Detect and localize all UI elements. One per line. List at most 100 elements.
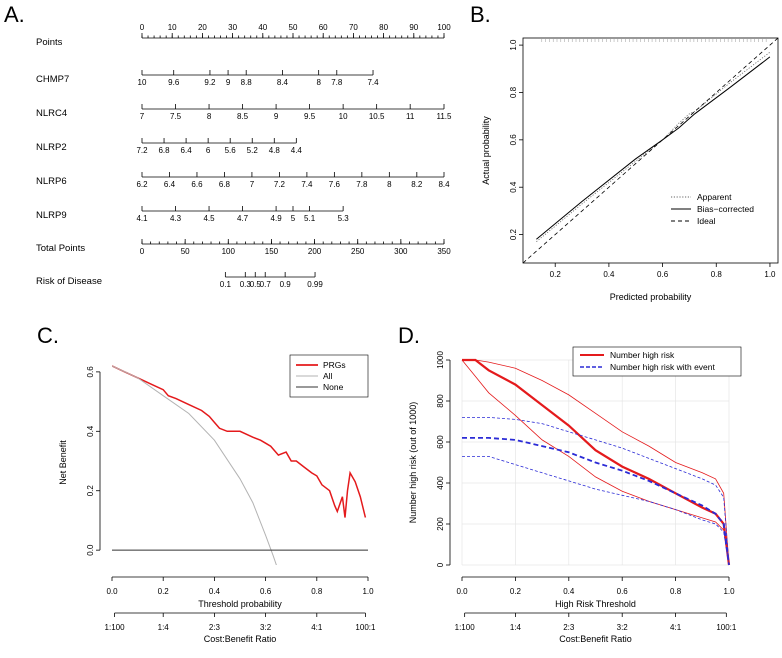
nomogram-tick-label: 7.2 (274, 180, 286, 189)
y-tick-label: 0.6 (509, 134, 518, 146)
nomogram-row-label: NLRP6 (36, 176, 67, 187)
secondary-tick-label: 4:1 (311, 623, 323, 632)
y-tick-label: 800 (436, 394, 445, 408)
clinical-impact-panel: 0.0 0.2 0.4 0.6 0.8 1.0 0 200 400 600 800 1000 High … (408, 346, 742, 644)
x-tick-label: 0.2 (550, 270, 562, 279)
series-line-apparent (536, 51, 771, 243)
secondary-tick-label: 100:1 (716, 623, 737, 632)
legend-label-none: None (323, 382, 344, 392)
nomogram-tick-label: 4.3 (170, 214, 182, 223)
x-tick-label: 0.8 (670, 587, 682, 596)
nomogram-row-nlrp2: NLRP2 7.2 6.8 6.4 6 5.6 5.2 4.8 4.4 (36, 138, 302, 155)
y-tick-label: 0 (436, 562, 445, 567)
plot-frame (522, 37, 779, 264)
nomogram-tick-label: 20 (198, 23, 207, 32)
nomogram-tick-label: 10 (138, 78, 147, 87)
nomogram-tick-label: 8.4 (277, 78, 289, 87)
nomogram-tick-label: 8.4 (438, 180, 450, 189)
series-line-number-high-risk-with-event (462, 437, 730, 566)
nomogram-row-risk-of-disease: Risk of Disease 0.1 0.30.50.7 0.9 0.99 (36, 272, 323, 289)
legend-label-prgs: PRGs (323, 360, 346, 370)
nomogram-tick-label: 50 (289, 23, 298, 32)
y-tick-label: 200 (436, 517, 445, 531)
nomogram-tick-label: 7.4 (367, 78, 379, 87)
nomogram-tick-label: 100 (437, 23, 451, 32)
legend-box (572, 346, 742, 377)
series-line-all (112, 365, 277, 565)
nomogram-tick-label: 7.8 (331, 78, 343, 87)
nomogram-tick-label: 4.8 (269, 146, 281, 155)
nomogram-tick-label: 250 (351, 247, 365, 256)
nomogram-row-nlrc4: NLRC4 7 7.5 8 8.5 9 9.5 10 10.5 11 11.5 (36, 104, 452, 121)
secondary-tick-label: 2:3 (563, 623, 575, 632)
y-axis-title: Net Benefit (58, 440, 68, 485)
y-tick-label: 0.6 (86, 366, 95, 378)
series-line-bias-corrected (536, 56, 771, 240)
nomogram-tick-label: 4.7 (237, 214, 249, 223)
nomogram-tick-label: 7.8 (356, 180, 368, 189)
legend-label-bias-corrected: Bias−corrected (697, 204, 754, 214)
nomogram-row-label: CHMP7 (36, 74, 69, 85)
nomogram-tick-label: 0 (140, 247, 145, 256)
secondary-axis-title: Cost:Benefit Ratio (204, 634, 277, 644)
nomogram-row-total-points: Total Points 0 50 100 150 200 250 300 350 (36, 239, 451, 256)
nomogram-tick-label: 7.6 (329, 180, 341, 189)
nomogram-tick-label: 8.5 (237, 112, 249, 121)
x-tick-label: 0.6 (657, 270, 669, 279)
y-tick-label: 0.0 (86, 544, 95, 556)
secondary-axis-title: Cost:Benefit Ratio (559, 634, 632, 644)
nomogram-tick-label: 9.6 (168, 78, 180, 87)
nomogram-tick-label: 11.5 (437, 112, 453, 121)
series-line-ideal (522, 37, 779, 264)
x-tick-label: 1.0 (362, 587, 374, 596)
x-axis-title: Threshold probability (198, 599, 282, 609)
nomogram-tick-label: 6.6 (191, 180, 203, 189)
legend-label-all: All (323, 371, 333, 381)
nomogram-tick-label: 300 (394, 247, 408, 256)
nomogram-tick-label: 6 (206, 146, 211, 155)
nomogram-tick-label: 30 (228, 23, 237, 32)
nomogram-tick-label: 0.1 (220, 280, 232, 289)
nomogram-tick-label: 10 (339, 112, 348, 121)
series-line-with-event-lower-ci (462, 456, 730, 566)
x-tick-label: 0.4 (563, 587, 575, 596)
nomogram-tick-label: 8 (387, 180, 392, 189)
nomogram-tick-label: 7 (250, 180, 255, 189)
nomogram-tick-label: 0 (140, 23, 145, 32)
nomogram-row-label: Risk of Disease (36, 276, 102, 287)
nomogram-tick-label: 0.3 (240, 280, 252, 289)
y-tick-label: 0.4 (86, 425, 95, 437)
nomogram-row-nlrp6: NLRP6 6.2 6.4 6.6 6.8 7 7.2 7.4 7.6 7.8 8 8.2 8.4 (36, 172, 450, 189)
y-axis-title: Actual probability (481, 116, 491, 185)
y-tick-label: 0.4 (509, 181, 518, 193)
legend-label-number-high-risk: Number high risk (610, 350, 675, 360)
secondary-tick-label: 100:1 (355, 623, 376, 632)
nomogram-tick-label: 5.2 (247, 146, 259, 155)
nomogram-tick-label: 60 (319, 23, 328, 32)
panel-c-letter: C. (37, 323, 59, 348)
nomogram-tick-label: 4.5 (203, 214, 215, 223)
nomogram-row-nlrp9: NLRP9 4.1 4.3 4.5 4.7 4.9 5 5.1 5.3 (36, 206, 349, 223)
nomogram-tick-label: 6.4 (164, 180, 176, 189)
nomogram-tick-label: 4.9 (271, 214, 283, 223)
y-tick-label: 1.0 (509, 39, 518, 51)
secondary-tick-label: 1:100 (105, 623, 126, 632)
nomogram-tick-label: 350 (437, 247, 451, 256)
nomogram-tick-label: 90 (409, 23, 418, 32)
y-axis-title: Number high risk (out of 1000) (408, 402, 418, 524)
nomogram-tick-label: 0.7 (260, 280, 272, 289)
nomogram-row-label: NLRC4 (36, 108, 67, 119)
secondary-tick-label: 2:3 (209, 623, 221, 632)
panel-a-letter: A. (4, 2, 25, 27)
x-tick-label: 0.8 (711, 270, 723, 279)
x-tick-label: 0.6 (617, 587, 629, 596)
nomogram-row-label: NLRP9 (36, 210, 67, 221)
calibration-panel: 0.2 0.4 0.6 0.8 1.0 0.2 0.4 0.6 0.8 1.0 Predicted … (481, 37, 779, 302)
nomogram-tick-label: 100 (222, 247, 236, 256)
nomogram-tick-label: 10 (168, 23, 177, 32)
series-line-number-high-risk-upper-ci (462, 359, 730, 566)
nomogram-tick-label: 80 (379, 23, 388, 32)
nomogram-tick-label: 8.8 (241, 78, 253, 87)
nomogram-row-label: NLRP2 (36, 142, 67, 153)
nomogram-tick-label: 8.2 (411, 180, 423, 189)
